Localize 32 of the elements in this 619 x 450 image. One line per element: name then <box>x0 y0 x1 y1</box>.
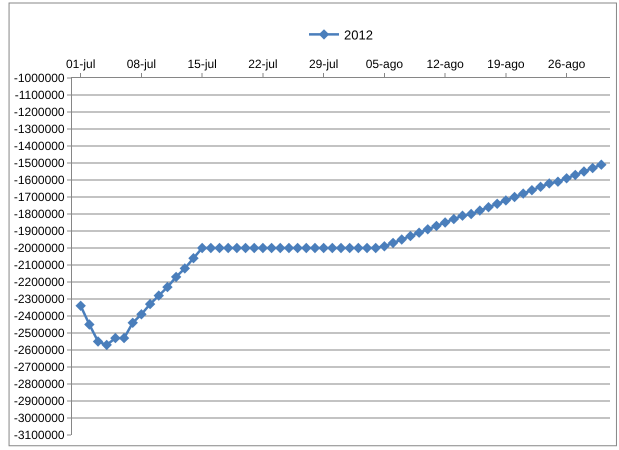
x-tick-label: 26-ago <box>548 57 586 72</box>
y-tick-label: -2000000 <box>14 241 65 256</box>
x-tick-label: 05-ago <box>366 57 404 72</box>
y-tick-label: -2800000 <box>14 377 65 392</box>
y-tick-label: -2400000 <box>14 309 65 324</box>
y-tick-label: -1300000 <box>14 122 65 136</box>
y-tick-label: -1200000 <box>14 105 65 120</box>
y-tick-label: -1800000 <box>14 207 65 222</box>
y-tick-label: -2100000 <box>14 258 65 272</box>
y-tick-label: -2500000 <box>14 326 65 340</box>
y-tick-label: -2600000 <box>14 343 65 358</box>
x-tick-label: 22-jul <box>248 57 278 72</box>
x-tick-label: 08-jul <box>126 57 156 72</box>
y-tick-label: -2200000 <box>14 275 65 290</box>
x-tick-label: 19-ago <box>487 57 525 72</box>
y-tick-label: -3100000 <box>14 428 65 442</box>
y-tick-label: -1400000 <box>14 139 65 154</box>
x-tick-label: 12-ago <box>426 57 464 72</box>
x-tick-label: 29-jul <box>308 57 338 72</box>
y-tick-label: -1500000 <box>14 156 65 170</box>
y-tick-label: -2700000 <box>14 360 65 374</box>
y-tick-label: -2900000 <box>14 394 65 408</box>
y-tick-label: -2300000 <box>14 292 65 306</box>
legend-label: 2012 <box>344 27 373 42</box>
x-tick-label: 15-jul <box>187 57 217 72</box>
y-tick-label: -1700000 <box>14 190 65 204</box>
y-tick-label: -1900000 <box>14 224 65 238</box>
y-tick-label: -1600000 <box>14 173 65 188</box>
y-tick-label: -1000000 <box>14 71 65 86</box>
y-tick-label: -1100000 <box>14 88 65 102</box>
y-tick-label: -3000000 <box>14 411 65 426</box>
x-tick-label: 01-jul <box>66 57 96 72</box>
